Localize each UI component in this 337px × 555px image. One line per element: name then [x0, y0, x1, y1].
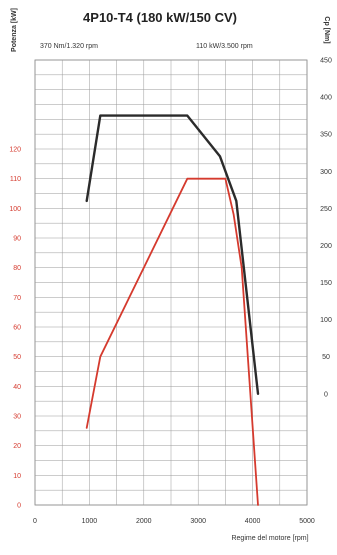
x-tick-label: 3000 [190, 518, 206, 525]
right-tick-label: 300 [320, 169, 332, 176]
left-tick-label: 30 [13, 414, 21, 421]
subtitle-torque-peak: 370 Nm/1.320 rpm [40, 43, 98, 50]
left-tick-label: 120 [9, 147, 21, 154]
x-tick-label: 0 [33, 518, 37, 525]
right-tick-label: 0 [324, 391, 328, 398]
right-axis-label: Cp [Nm] [323, 16, 330, 43]
right-tick-label: 200 [320, 243, 332, 250]
plot-area: 0 1000 2000 3000 4000 50000102030405060708090… [9, 58, 332, 526]
subtitle-power-peak: 110 kW/3.500 rpm [196, 43, 253, 50]
left-tick-label: 60 [13, 325, 21, 332]
x-axis-label: Regime del motore [rpm] [231, 535, 308, 542]
power-curve [85, 177, 259, 506]
left-tick-label: 0 [17, 503, 21, 510]
left-tick-label: 40 [13, 384, 21, 391]
left-tick-label: 90 [13, 236, 21, 243]
left-axis-label: Potenza [kW] [11, 8, 18, 52]
left-tick-label: 10 [13, 473, 21, 480]
right-tick-label: 250 [320, 206, 332, 213]
x-tick-label: 2000 [136, 518, 152, 525]
x-tick-label: 4000 [245, 518, 261, 525]
right-tick-label: 450 [320, 58, 332, 65]
left-tick-label: 110 [10, 176, 21, 183]
right-tick-label: 150 [320, 280, 332, 287]
right-tick-label: 350 [320, 132, 332, 139]
left-tick-label: 100 [9, 206, 21, 213]
left-tick-label: 70 [13, 295, 21, 302]
x-tick-label: 1000 [82, 518, 98, 525]
left-tick-label: 50 [13, 354, 21, 361]
right-tick-label: 100 [320, 317, 332, 324]
left-tick-label: 80 [13, 265, 21, 272]
left-tick-label: 20 [13, 443, 21, 450]
chart-title: 4P10-T4 (180 kW/150 CV) [83, 10, 237, 25]
x-tick-label: 5000 [299, 518, 315, 525]
right-tick-label: 400 [320, 95, 332, 102]
torque-curve [85, 114, 260, 395]
right-tick-label: 50 [322, 354, 330, 361]
